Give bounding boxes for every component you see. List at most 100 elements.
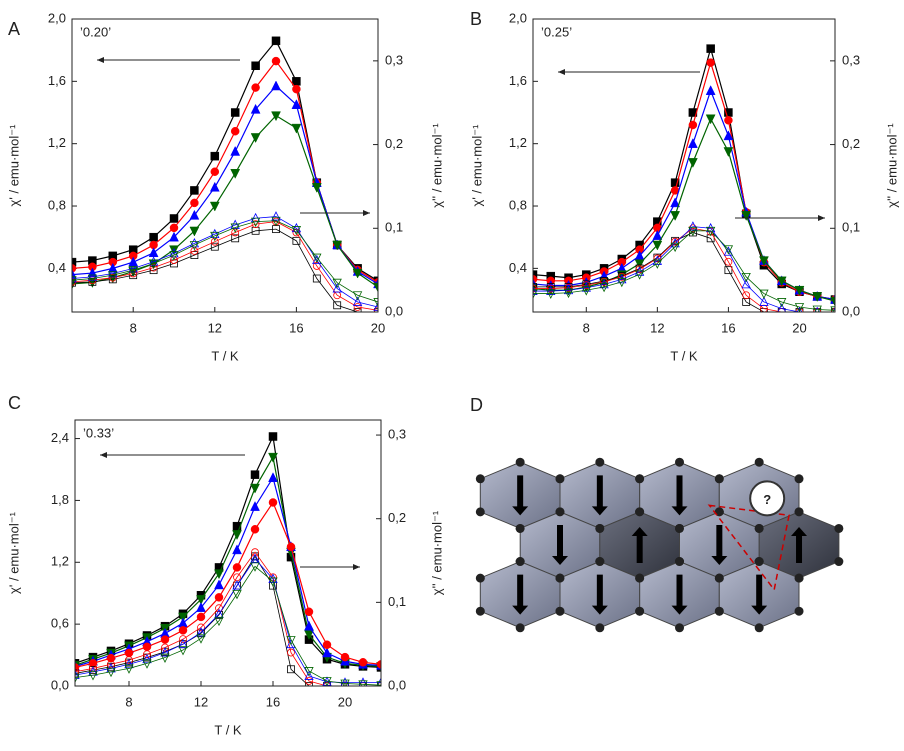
- data-point: [353, 303, 362, 311]
- data-point: [723, 147, 734, 158]
- data-point: [189, 237, 200, 248]
- data-point: [196, 627, 206, 637]
- data-point: [687, 158, 698, 168]
- data-point: [271, 211, 281, 221]
- spin-arrow: [591, 574, 608, 615]
- data-point: [271, 80, 281, 91]
- data-point: [358, 677, 368, 686]
- series-line: [75, 551, 381, 686]
- series-line: [533, 88, 835, 301]
- data-point: [214, 569, 224, 580]
- atom: [794, 573, 804, 583]
- data-point: [599, 278, 609, 289]
- data-point: [87, 274, 98, 284]
- atom: [635, 474, 645, 484]
- data-point: [214, 593, 224, 602]
- data-point: [106, 667, 116, 678]
- data-point: [148, 247, 159, 258]
- data-point: [189, 209, 200, 220]
- atom: [675, 523, 685, 533]
- atom: [754, 457, 764, 467]
- data-point: [250, 525, 260, 534]
- data-point: [292, 77, 301, 86]
- data-point: [75, 669, 80, 680]
- x-tick-label: 20: [371, 320, 385, 335]
- data-point: [340, 652, 350, 662]
- data-point: [812, 292, 823, 302]
- data-point: [634, 259, 645, 270]
- data-point: [209, 201, 220, 212]
- atom: [714, 474, 724, 484]
- y2-tick-label: 0,1: [388, 594, 406, 609]
- data-point: [124, 648, 134, 658]
- data-point: [581, 286, 591, 296]
- data-point: [232, 544, 242, 555]
- data-point: [230, 145, 241, 156]
- y-tick-label: 1,2: [48, 135, 66, 150]
- data-point: [670, 197, 681, 208]
- atom: [595, 457, 605, 467]
- data-point: [179, 635, 187, 644]
- data-point: [209, 181, 220, 192]
- data-point: [160, 647, 170, 657]
- data-point: [304, 670, 314, 680]
- y-tick-label: 0,6: [51, 616, 69, 631]
- data-point: [292, 236, 301, 245]
- data-point: [340, 679, 350, 686]
- data-point: [169, 245, 179, 256]
- y2-axis-title: χ'' / emu·mol⁻¹: [884, 123, 899, 208]
- data-point: [352, 291, 363, 301]
- series-line: [72, 216, 378, 308]
- data-point: [688, 120, 698, 130]
- atom: [475, 507, 485, 517]
- data-point: [741, 211, 752, 221]
- data-point: [687, 138, 698, 148]
- data-point: [230, 219, 240, 229]
- data-point: [271, 56, 281, 66]
- data-point: [652, 255, 663, 265]
- series-line: [533, 226, 835, 312]
- data-point: [688, 221, 698, 231]
- data-point: [533, 285, 538, 295]
- y-tick-label: 1,2: [51, 554, 69, 569]
- y2-axis-title: χ'' / emu·mol⁻¹: [429, 510, 444, 595]
- atom: [515, 623, 525, 633]
- data-point: [723, 130, 734, 141]
- plot-frame: [74, 419, 382, 687]
- data-point: [128, 256, 139, 267]
- data-point: [670, 242, 680, 253]
- data-point: [304, 607, 314, 617]
- y2-tick-label: 0,1: [385, 220, 403, 235]
- panel-label: A: [8, 19, 20, 39]
- data-point: [196, 602, 206, 612]
- data-point: [169, 231, 179, 242]
- data-point: [160, 635, 170, 644]
- data-point: [271, 216, 281, 227]
- y2-tick-label: 0,2: [842, 136, 860, 151]
- y2-tick-label: 0,3: [388, 426, 406, 441]
- y-tick-label: 2,4: [51, 430, 69, 445]
- data-point: [268, 452, 278, 463]
- data-point: [190, 246, 199, 255]
- data-point: [210, 242, 219, 251]
- y-axis-title: χ' / emu·mol⁻¹: [6, 124, 21, 207]
- data-point: [705, 85, 716, 95]
- data-point: [124, 664, 134, 674]
- y2-tick-label: 0,0: [842, 303, 860, 318]
- plot-area: [533, 44, 835, 312]
- data-point: [178, 638, 188, 649]
- data-point: [533, 270, 538, 279]
- data-point: [332, 278, 342, 289]
- atom: [595, 523, 605, 533]
- data-point: [75, 667, 79, 676]
- spin-arrow: [671, 574, 688, 615]
- data-point: [291, 123, 302, 134]
- data-point: [358, 680, 368, 686]
- x-tick-label: 8: [583, 320, 590, 335]
- data-point: [533, 284, 537, 293]
- data-point: [232, 590, 242, 600]
- data-point: [777, 303, 787, 312]
- data-point: [617, 272, 626, 281]
- data-point: [210, 237, 219, 246]
- x-tick-label: 16: [721, 320, 735, 335]
